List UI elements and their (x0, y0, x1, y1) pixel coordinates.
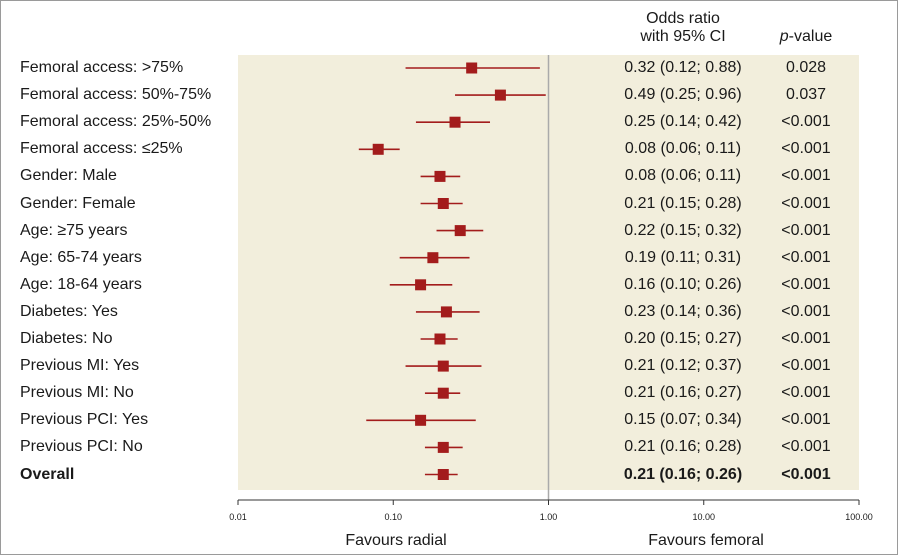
favours-radial-label: Favours radial (345, 532, 447, 549)
point-estimate-marker (437, 360, 449, 372)
x-tick-label: 10.00 (692, 512, 716, 522)
point-estimate-marker (437, 198, 449, 209)
point-estimate-marker (434, 333, 446, 345)
point-estimate-marker (415, 414, 427, 426)
point-estimate-marker (372, 143, 384, 155)
pvalue-header: p-value (770, 28, 842, 46)
odds-ratio-text: 0.25 (0.14; 0.42) (624, 113, 742, 131)
p-value-text: <0.001 (781, 357, 831, 375)
odds-ratio-text: 0.21 (0.16; 0.28) (624, 438, 742, 456)
p-value-text: <0.001 (781, 411, 831, 429)
row-label: Femoral access: ≤25% (20, 140, 183, 158)
x-tick-label: 0.10 (384, 512, 403, 522)
odds-ratio-text: 0.15 (0.07; 0.34) (624, 411, 742, 429)
row-label: Femoral access: 50%-75% (20, 86, 212, 104)
x-tick-label: 100.00 (845, 512, 873, 522)
point-estimate-marker (466, 62, 478, 74)
point-estimate-marker (494, 89, 506, 101)
odds-ratio-text: 0.32 (0.12; 0.88) (624, 59, 742, 76)
point-estimate-marker (454, 225, 466, 237)
p-value-text: <0.001 (781, 302, 831, 320)
favours-femoral-label: Favours femoral (648, 532, 764, 549)
point-estimate-marker (437, 469, 449, 480)
p-value-text: <0.001 (781, 465, 831, 483)
odds-ratio-text: 0.08 (0.06; 0.11) (624, 167, 742, 185)
point-estimate-marker (427, 252, 439, 264)
row-label: Gender: Female (20, 194, 136, 212)
p-value-text: <0.001 (781, 384, 831, 402)
x-tick-label: 0.01 (229, 512, 247, 522)
row-label: Femoral access: 25%-50% (20, 113, 212, 131)
or-header: Odds ratio with 95% CI (600, 10, 766, 46)
odds-ratio-text: 0.21 (0.15; 0.28) (624, 194, 742, 212)
p-value-text: <0.001 (781, 140, 831, 158)
p-value-text: <0.001 (781, 167, 831, 185)
p-value-text: <0.001 (781, 275, 831, 293)
odds-ratio-text: 0.22 (0.15; 0.32) (624, 221, 742, 239)
odds-ratio-text: 0.16 (0.10; 0.26) (624, 275, 742, 293)
row-label: Previous PCI: No (20, 438, 143, 456)
row-label: Age: 65-74 years (20, 248, 142, 266)
point-estimate-marker (415, 279, 427, 291)
pvalue-header-rest: -value (788, 28, 833, 45)
odds-ratio-text: 0.21 (0.16; 0.26) (623, 465, 743, 483)
row-label: Femoral access: >75% (20, 59, 184, 76)
p-value-text: 0.028 (785, 59, 827, 76)
or-header-line1: Odds ratio (646, 10, 720, 27)
x-tick-label: 1.00 (539, 512, 558, 522)
odds-ratio-text: 0.21 (0.16; 0.27) (624, 384, 742, 402)
row-label: Overall (20, 465, 75, 483)
p-value-text: <0.001 (781, 330, 831, 347)
point-estimate-marker (437, 387, 449, 399)
odds-ratio-text: 0.23 (0.14; 0.36) (624, 302, 742, 320)
or-header-line2: with 95% CI (640, 28, 726, 45)
point-estimate-marker (434, 170, 446, 182)
row-label: Previous MI: No (20, 384, 134, 402)
p-value-text: <0.001 (781, 194, 831, 212)
p-value-text: <0.001 (781, 438, 831, 456)
odds-ratio-text: 0.08 (0.06; 0.11) (624, 140, 742, 158)
row-label: Age: ≥75 years (20, 221, 128, 239)
row-label: Age: 18-64 years (20, 275, 142, 293)
odds-ratio-text: 0.20 (0.15; 0.27) (624, 330, 742, 347)
p-value-text: <0.001 (781, 113, 831, 131)
row-label: Diabetes: Yes (20, 302, 118, 320)
pvalue-header-italic: p (779, 28, 789, 45)
odds-ratio-text: 0.19 (0.11; 0.31) (624, 248, 742, 266)
p-value-text: <0.001 (781, 248, 831, 266)
point-estimate-marker (440, 306, 452, 318)
row-label: Previous MI: Yes (20, 357, 140, 375)
row-label: Previous PCI: Yes (20, 411, 149, 429)
p-value-text: <0.001 (781, 221, 831, 239)
point-estimate-marker (449, 116, 461, 128)
row-label: Diabetes: No (20, 330, 113, 347)
p-value-text: 0.037 (785, 86, 827, 104)
odds-ratio-text: 0.49 (0.25; 0.96) (624, 86, 742, 104)
odds-ratio-text: 0.21 (0.12; 0.37) (624, 357, 742, 375)
row-label: Gender: Male (20, 167, 117, 185)
point-estimate-marker (437, 441, 449, 453)
